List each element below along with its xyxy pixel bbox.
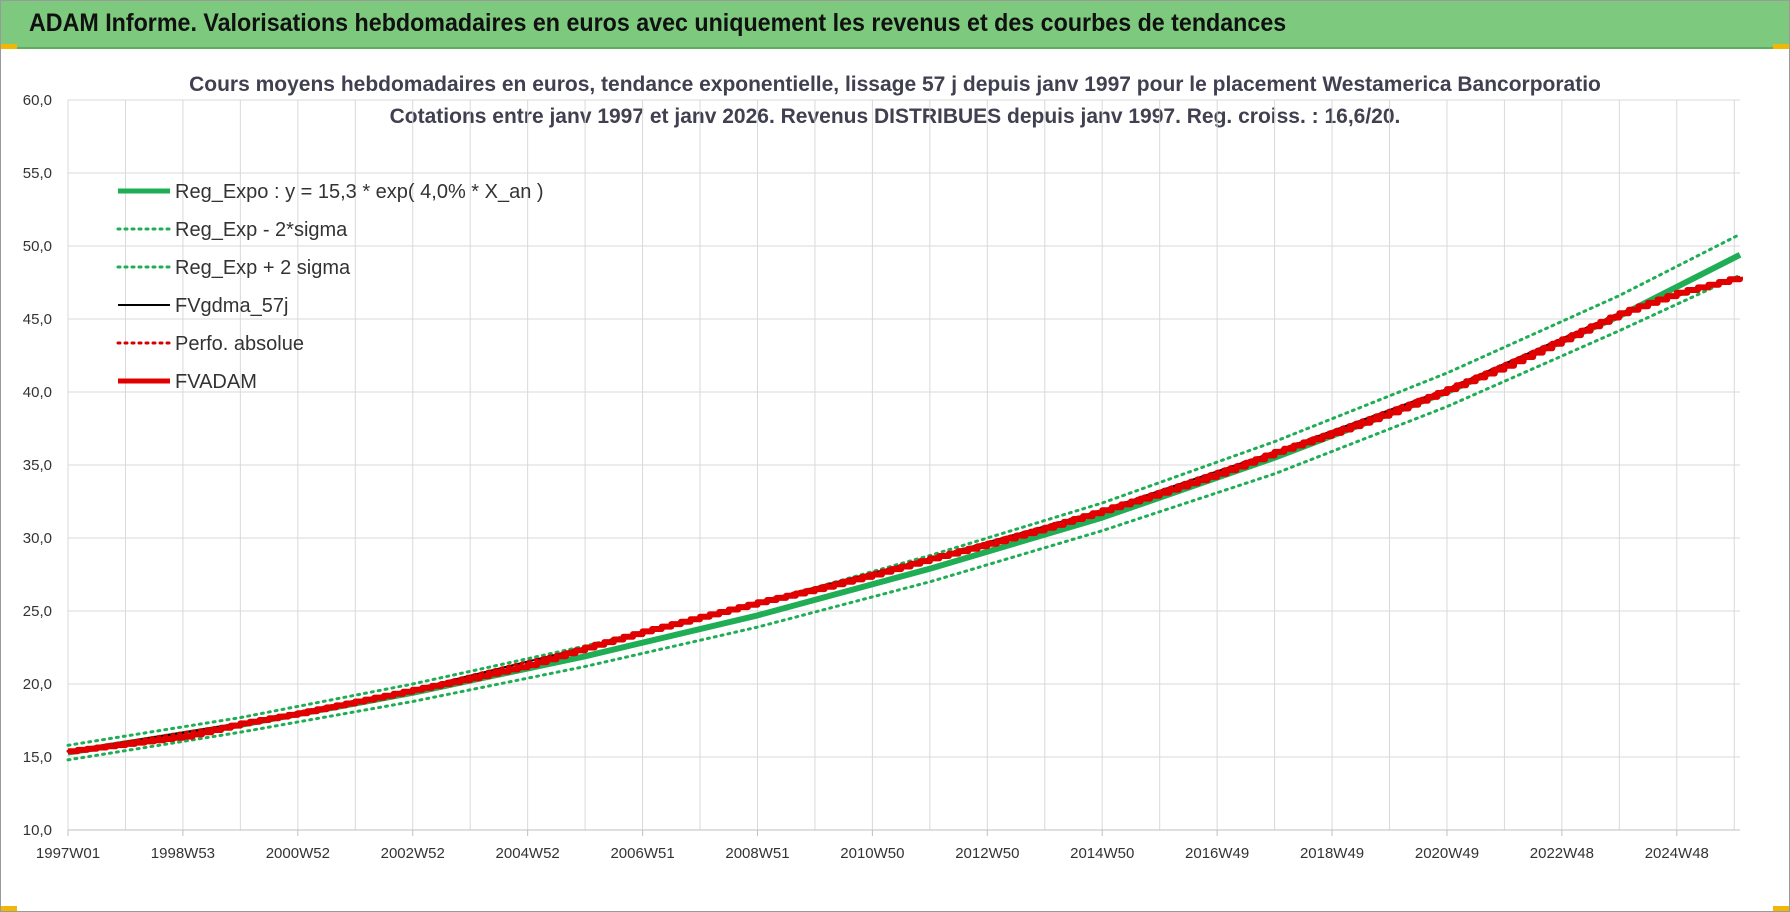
y-tick-label: 25,0	[23, 603, 52, 620]
grid	[67, 99, 1740, 831]
legend-label: FVADAM	[175, 371, 257, 393]
x-tick-label: 2012W50	[955, 845, 1019, 862]
x-tick-label: 2000W52	[266, 845, 330, 862]
report-header: ADAM Informe. Valorisations hebdomadaire…	[1, 1, 1789, 49]
y-axis-ticks: 60,0 55,0 50,0 45,0 40,0 35,0 30,0 25,0 20,0 15,0…	[23, 92, 52, 839]
chart-title: Cours moyens hebdomadaires en euros, ten…	[189, 73, 1601, 96]
x-tick-label: 2022W48	[1530, 845, 1594, 862]
y-tick-label: 60,0	[23, 92, 52, 109]
series-line	[66, 275, 1742, 753]
y-tick-label: 10,0	[23, 822, 52, 839]
x-tick-label: 2008W51	[725, 845, 789, 862]
corner-marker	[1, 906, 17, 911]
y-tick-label: 45,0	[23, 311, 52, 328]
legend-label: FVgdma_57j	[175, 295, 288, 317]
x-tick-label: 2010W50	[840, 845, 904, 862]
corner-marker	[1773, 44, 1789, 49]
legend-label: Perfo. absolue	[175, 333, 304, 355]
y-tick-label: 20,0	[23, 676, 52, 693]
series-line	[66, 232, 1742, 747]
y-tick-label: 40,0	[23, 384, 52, 401]
y-tick-label: 50,0	[23, 238, 52, 255]
series-lines	[66, 232, 1743, 762]
x-tick-label: 2024W48	[1645, 845, 1709, 862]
series-line	[66, 273, 1742, 762]
legend-label: Reg_Exp - 2*sigma	[175, 219, 348, 241]
legend-label: Reg_Expo : y = 15,3 * exp( 4,0% * X_an )	[175, 181, 544, 203]
y-tick-label: 15,0	[23, 749, 52, 766]
corner-marker	[1, 44, 17, 49]
corner-marker	[1773, 906, 1789, 911]
report-title: ADAM Informe. Valorisations hebdomadaire…	[29, 9, 1287, 37]
x-tick-label: 1998W53	[151, 845, 215, 862]
y-tick-label: 35,0	[23, 457, 52, 474]
y-tick-label: 30,0	[23, 530, 52, 547]
legend: Reg_Expo : y = 15,3 * exp( 4,0% * X_an )…	[116, 181, 544, 393]
series-line	[68, 276, 1743, 755]
y-tick-label: 55,0	[23, 165, 52, 182]
x-axis-ticks: 1997W01 1998W53 2000W52 2002W52 2004W52 2006W…	[36, 830, 1709, 862]
x-tick-label: 2006W51	[610, 845, 674, 862]
x-tick-label: 2002W52	[381, 845, 445, 862]
x-tick-label: 2016W49	[1185, 845, 1249, 862]
x-tick-label: 2014W50	[1070, 845, 1134, 862]
x-tick-label: 1997W01	[36, 845, 100, 862]
series-line	[67, 252, 1742, 756]
series-line	[67, 275, 1741, 753]
x-tick-label: 2004W52	[496, 845, 560, 862]
x-tick-label: 2020W49	[1415, 845, 1479, 862]
x-tick-label: 2018W49	[1300, 845, 1364, 862]
legend-label: Reg_Exp + 2 sigma	[175, 257, 351, 279]
